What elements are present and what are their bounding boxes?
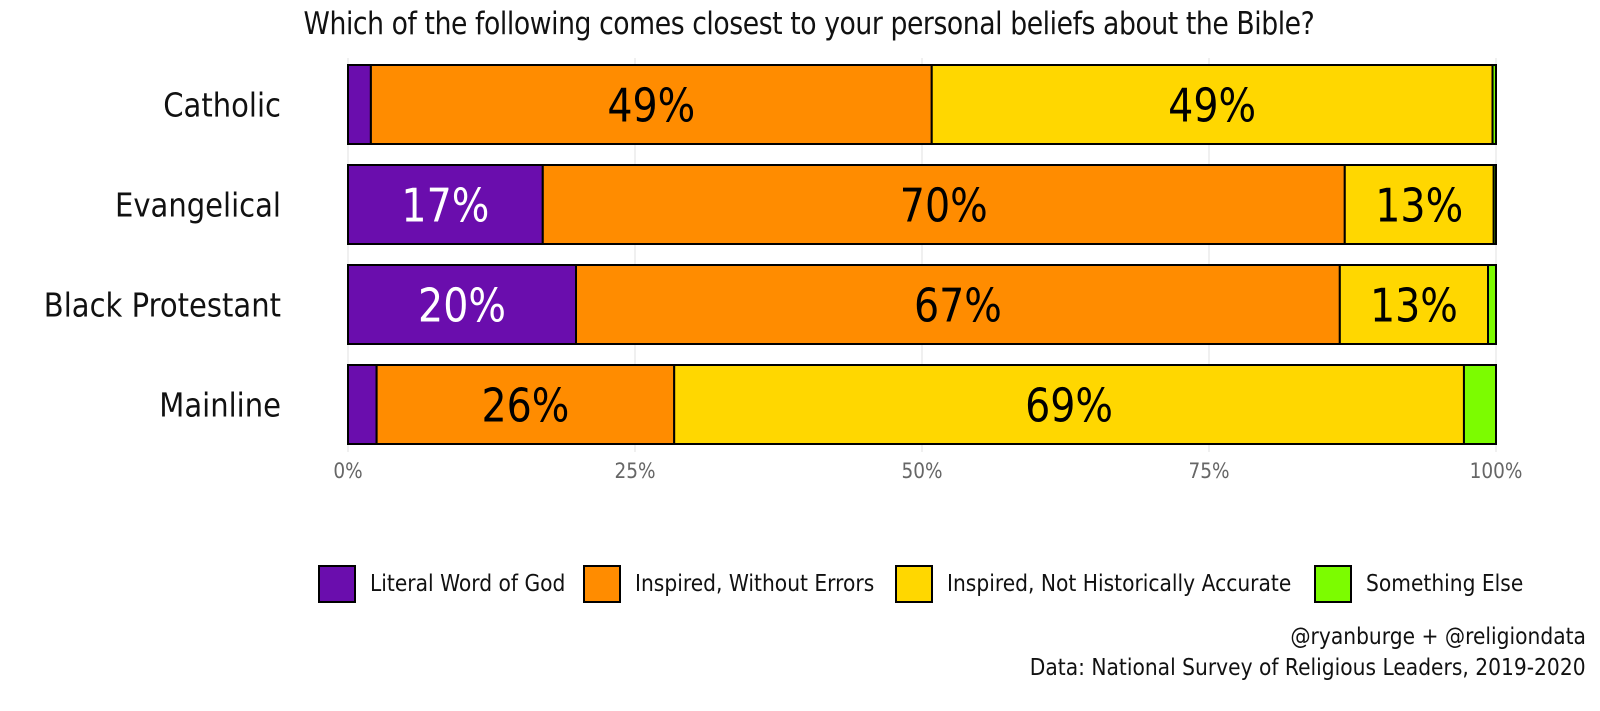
data-label-1-2: 13% [1375, 180, 1463, 234]
data-label-1-0: 17% [401, 180, 489, 234]
legend-item-literal: Literal Word of God [318, 564, 592, 604]
legend: Literal Word of God Inspired, Without Er… [0, 564, 1600, 604]
bar-2-2 [1338, 264, 1490, 345]
bar-2-0 [347, 264, 578, 345]
x-tick-label-0: 0% [333, 459, 362, 483]
legend-key-something-else [1314, 565, 1352, 603]
data-label-0-2: 49% [1168, 80, 1256, 134]
legend-item-inspired-not-accurate: Inspired, Not Historically Accurate [895, 564, 1338, 604]
data-label-2-2: 13% [1370, 280, 1458, 334]
data-label-1-1: 70% [900, 180, 988, 234]
chart-title: Which of the following comes closest to … [303, 6, 1315, 42]
legend-key-inspired-without-errors [583, 565, 621, 603]
bar-3-0 [347, 364, 378, 445]
data-label-3-2: 69% [1025, 380, 1113, 434]
bar-2-1 [575, 264, 1341, 345]
bar-3-3 [1462, 364, 1498, 445]
legend-label-literal: Literal Word of God [370, 571, 566, 597]
legend-item-something-else: Something Else [1314, 564, 1545, 604]
caption-credit: @ryanburge + @religiondata [1290, 624, 1586, 650]
bar-2-3 [1487, 264, 1498, 345]
bar-0-0 [347, 64, 372, 145]
data-label-3-1: 26% [481, 380, 569, 434]
bar-0-2 [930, 64, 1494, 145]
category-label-2: Black Protestant [44, 287, 281, 325]
x-tick-label-1: 25% [614, 459, 655, 483]
legend-label-inspired-not-accurate: Inspired, Not Historically Accurate [947, 571, 1292, 597]
category-label-0: Catholic [163, 87, 281, 125]
bar-1-3 [1492, 164, 1498, 245]
legend-label-something-else: Something Else [1366, 571, 1524, 597]
legend-key-literal [318, 565, 356, 603]
x-tick-label-3: 75% [1188, 459, 1229, 483]
bar-3-1 [375, 364, 676, 445]
data-label-2-1: 67% [914, 280, 1002, 334]
legend-key-inspired-not-accurate [895, 565, 933, 603]
legend-label-inspired-without-errors: Inspired, Without Errors [635, 571, 875, 597]
legend-item-inspired-without-errors: Inspired, Without Errors [583, 564, 907, 604]
bar-0-1 [369, 64, 933, 145]
bar-0-3 [1491, 64, 1497, 145]
data-label-0-1: 49% [607, 80, 695, 134]
caption-source: Data: National Survey of Religious Leade… [1030, 655, 1586, 681]
category-label-3: Mainline [159, 387, 281, 425]
data-label-2-0: 20% [418, 280, 506, 334]
x-tick-label-2: 50% [901, 459, 942, 483]
x-tick-label-4: 100% [1470, 459, 1523, 483]
category-label-1: Evangelical [115, 187, 281, 225]
